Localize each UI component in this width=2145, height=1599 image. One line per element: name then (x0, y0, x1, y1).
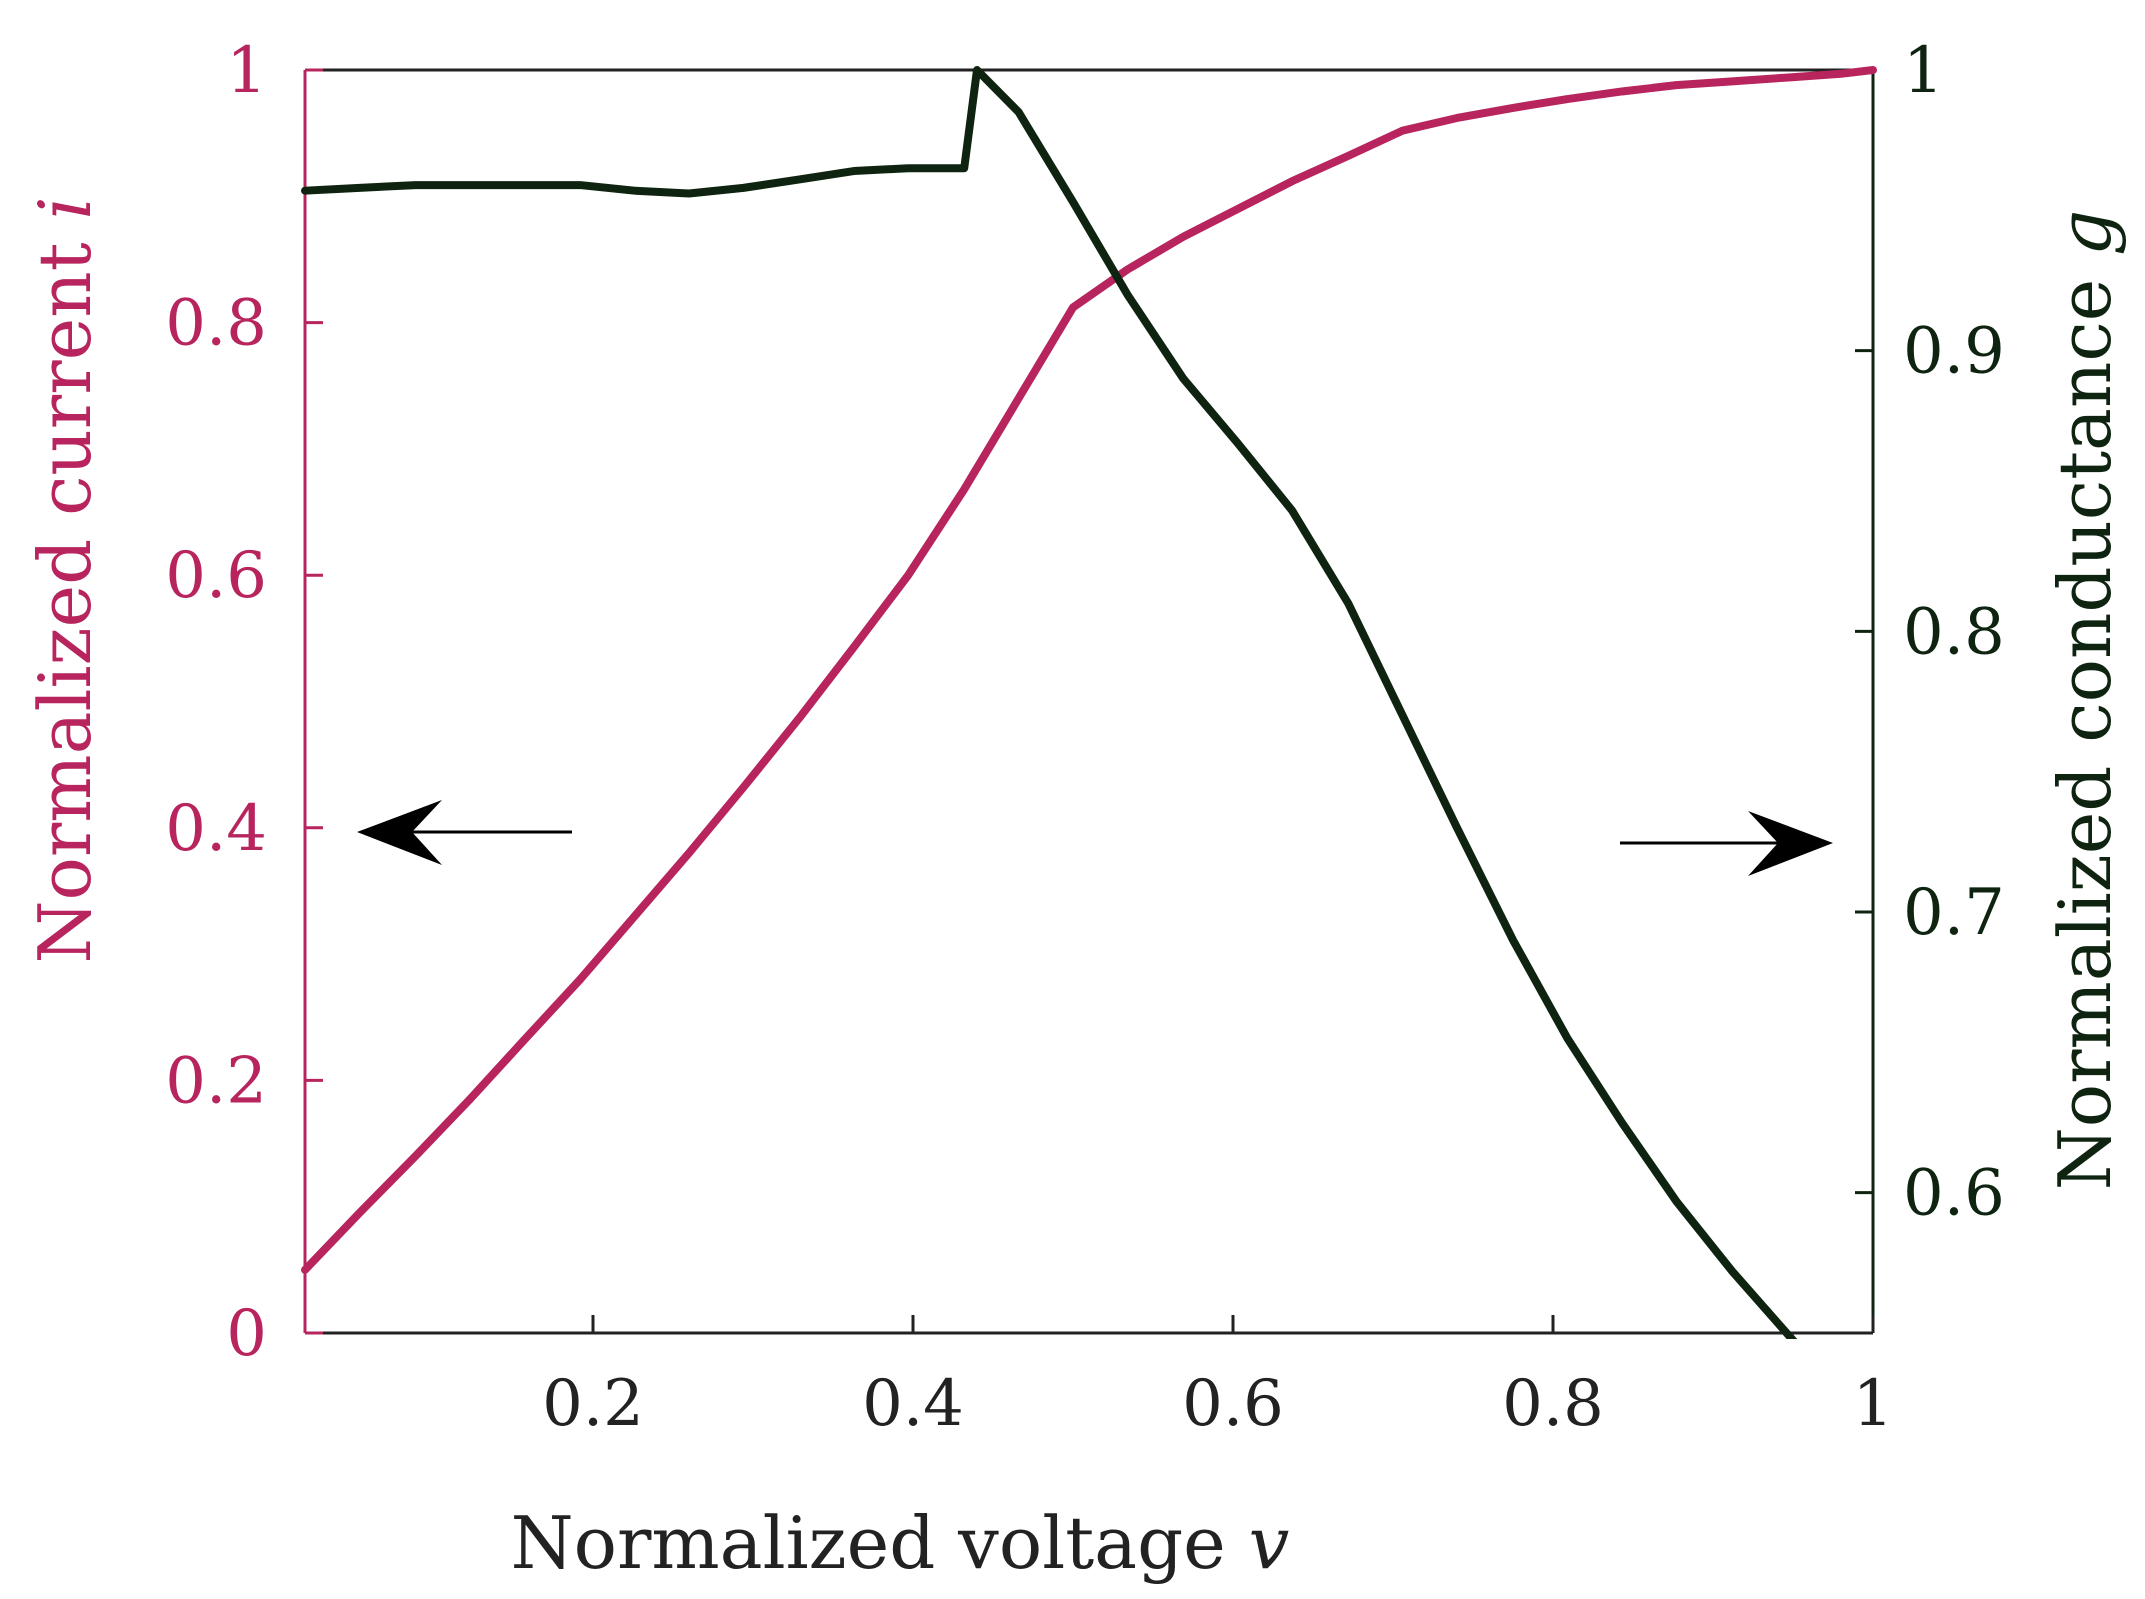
left-y-tick-label: 0.6 (165, 539, 267, 613)
right-y-tick-label: 1 (1903, 34, 1944, 108)
left-y-tick-label: 0.4 (165, 792, 267, 866)
x-tick-label: 1 (1853, 1367, 1894, 1441)
left-y-tick-label: 0.2 (165, 1044, 267, 1118)
x-tick-label: 0.2 (542, 1367, 644, 1441)
x-tick-label: 0.4 (862, 1367, 964, 1441)
left-axis-arrow (357, 800, 572, 865)
left-y-axis-title: Normalized current i (23, 197, 107, 964)
right-arrow-head (1748, 811, 1833, 876)
right-y-tick-label: 0.9 (1903, 315, 2005, 389)
left-y-tick-label: 0 (226, 1297, 267, 1371)
series-line-normalized-conductance (301, 66, 1798, 1339)
left-y-tick-label: 0.8 (165, 287, 267, 361)
right-y-tick-label: 0.7 (1903, 876, 2005, 950)
x-axis-title: Normalized voltage v (511, 1501, 1290, 1585)
x-tick-label: 0.8 (1502, 1367, 1604, 1441)
x-tick-label: 0.6 (1182, 1367, 1284, 1441)
left-y-axis-ticks: 0 0.2 0.4 0.6 0.8 1 (165, 34, 323, 1371)
right-y-axis-ticks: 0.6 0.7 0.8 0.9 1 (1855, 34, 2005, 1231)
right-y-axis-title: Normalized conductance g (2043, 210, 2127, 1191)
series-line-normalized-current (301, 66, 1877, 1274)
plot-frame (303, 68, 1875, 1335)
right-axis-arrow (1620, 811, 1833, 876)
left-y-tick-label: 1 (226, 34, 267, 108)
right-y-tick-label: 0.6 (1903, 1157, 2005, 1231)
right-y-tick-label: 0.8 (1903, 595, 2005, 669)
x-axis-ticks: 0.2 0.4 0.6 0.8 1 (542, 1315, 1893, 1441)
left-arrow-head (357, 800, 442, 865)
